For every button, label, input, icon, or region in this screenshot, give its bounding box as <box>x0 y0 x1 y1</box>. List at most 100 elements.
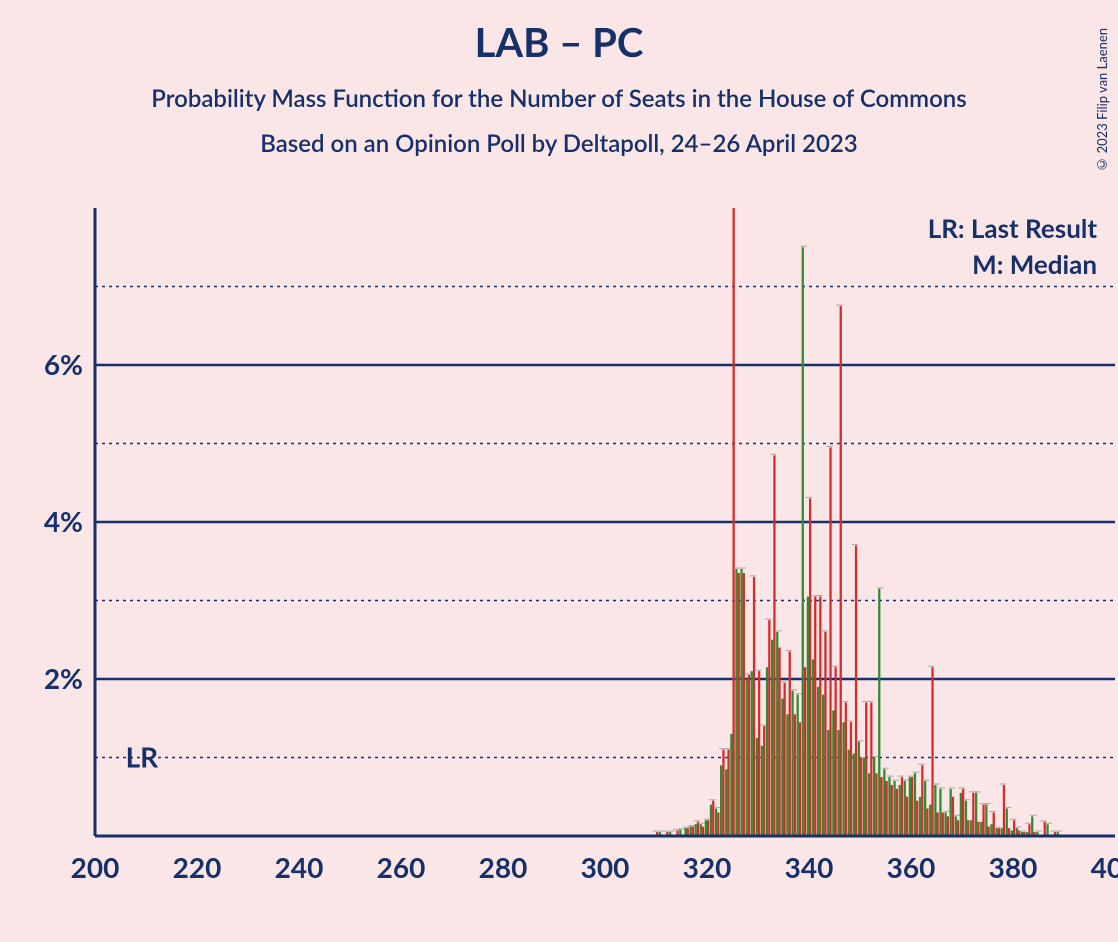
bar-green <box>695 824 697 836</box>
x-tick-label: 340 <box>785 850 834 884</box>
bar-red <box>814 597 816 836</box>
bar-red <box>880 777 882 836</box>
bar-red <box>896 789 898 836</box>
bar-red <box>722 750 724 836</box>
bar-red <box>809 498 811 836</box>
bar-red <box>712 801 714 836</box>
bar-red <box>743 573 745 836</box>
x-tick-label: 240 <box>275 850 324 884</box>
copyright-text: © 2023 Filip van Laenen <box>1094 28 1110 173</box>
y-tick-label: 4% <box>44 504 83 538</box>
bar-green <box>909 777 911 836</box>
bar-red <box>773 455 775 836</box>
bar-red <box>850 722 852 836</box>
bar-green <box>776 632 778 836</box>
bar-green <box>1006 809 1008 836</box>
bar-red <box>911 777 913 836</box>
bar-green <box>848 750 850 836</box>
lr-marker-label: LR <box>126 740 160 774</box>
bar-green <box>985 805 987 836</box>
bar-red <box>829 447 831 836</box>
bar-green <box>924 781 926 836</box>
bar-green <box>822 695 824 836</box>
bar-red <box>982 805 984 836</box>
bar-green <box>868 773 870 836</box>
chart-subtitle-2: Based on an Opinion Poll by Deltapoll, 2… <box>0 129 1118 158</box>
bar-green <box>700 824 702 836</box>
bar-red <box>799 722 801 836</box>
chart-title: LAB – PC <box>0 18 1118 66</box>
bar-green <box>725 769 727 836</box>
bar-green <box>944 812 946 836</box>
x-tick-label: 360 <box>887 850 936 884</box>
bar-red <box>921 765 923 836</box>
bar-red <box>926 809 928 836</box>
bar-green <box>1046 824 1048 836</box>
legend-lr: LR: Last Result <box>928 212 1098 244</box>
bar-green <box>802 247 804 836</box>
bar-green <box>710 805 712 836</box>
bar-red <box>942 812 944 836</box>
x-tick-label: 400 <box>1091 850 1118 884</box>
bar-red <box>860 758 862 837</box>
x-tick-label: 280 <box>479 850 528 884</box>
bar-red <box>972 793 974 836</box>
bar-red <box>727 750 729 836</box>
bar-red <box>870 703 872 836</box>
bar-green <box>771 640 773 836</box>
bar-green <box>873 758 875 837</box>
bar-red <box>1003 785 1005 836</box>
bar-red <box>835 667 837 836</box>
bar-green <box>817 687 819 836</box>
bar-red <box>778 648 780 836</box>
bar-red <box>753 577 755 836</box>
bar-green <box>740 569 742 836</box>
bar-red <box>763 726 765 836</box>
x-tick-label: 260 <box>377 850 426 884</box>
bar-red <box>947 816 949 836</box>
bar-red <box>952 797 954 836</box>
bar-red <box>804 667 806 836</box>
bar-green <box>761 746 763 836</box>
bar-green <box>746 679 748 836</box>
bar-red <box>901 777 903 836</box>
bar-green <box>720 765 722 836</box>
bar-green <box>914 773 916 836</box>
bar-green <box>715 809 717 836</box>
y-tick-label: 2% <box>44 661 83 695</box>
bar-green <box>934 785 936 836</box>
bar-green <box>878 589 880 836</box>
bar-red <box>717 812 719 836</box>
bar-red <box>758 671 760 836</box>
bar-green <box>812 659 814 836</box>
bar-red <box>962 789 964 836</box>
bar-green <box>899 785 901 836</box>
bar-green <box>807 597 809 836</box>
bar-red <box>784 683 786 836</box>
bar-red <box>738 573 740 836</box>
bar-green <box>751 671 753 836</box>
bar-green <box>781 699 783 836</box>
x-tick-label: 220 <box>173 850 222 884</box>
bar-green <box>863 758 865 837</box>
bar-red <box>789 652 791 836</box>
bar-green <box>832 710 834 836</box>
y-tick-label: 6% <box>44 347 83 381</box>
bar-red <box>733 208 735 836</box>
bar-red <box>875 773 877 836</box>
bar-green <box>939 789 941 836</box>
bar-red <box>993 812 995 836</box>
bar-green <box>965 801 967 836</box>
bar-red <box>916 801 918 836</box>
bar-green <box>756 738 758 836</box>
bar-green <box>980 822 982 836</box>
bar-green <box>705 820 707 836</box>
bar-green <box>1031 816 1033 836</box>
bar-red <box>707 820 709 836</box>
bar-red <box>748 675 750 836</box>
bar-red <box>1013 820 1015 836</box>
chart-area: 2%4%6%200220240260280300320340360380400L… <box>0 208 1118 942</box>
bar-red <box>794 714 796 836</box>
bar-red <box>1044 822 1046 836</box>
bar-green <box>858 742 860 836</box>
